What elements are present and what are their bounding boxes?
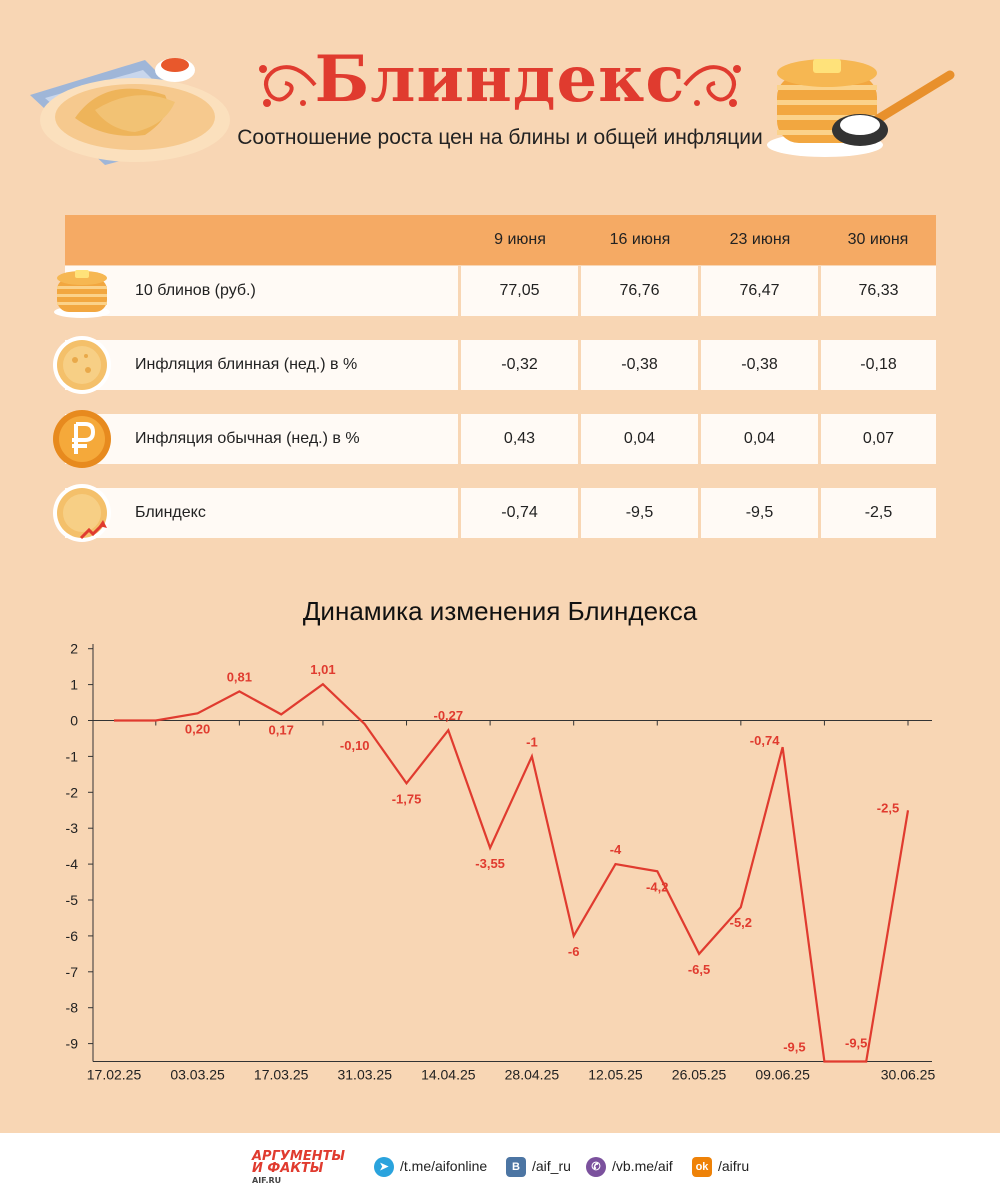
table-cell: 0,43 bbox=[461, 414, 578, 464]
page-subtitle: Соотношение роста цен на блины и общей и… bbox=[237, 126, 763, 149]
table-cell: -0,38 bbox=[701, 340, 818, 390]
aif-logo[interactable]: АРГУМЕНТЫ И ФАКТЫ AIF.RU bbox=[252, 1149, 345, 1185]
table-cell: 0,07 bbox=[821, 414, 936, 464]
ornament-left-icon bbox=[259, 65, 317, 107]
row-label: Блиндекс bbox=[65, 488, 458, 538]
data-label: -9,5 bbox=[845, 1036, 867, 1051]
header: Блиндекс Соотношение роста цен на блины … bbox=[0, 0, 1000, 175]
y-tick-label: -7 bbox=[66, 964, 79, 980]
table-row: 10 блинов (руб.) 77,05 76,76 76,47 76,33 bbox=[54, 266, 936, 318]
data-label: -3,55 bbox=[475, 856, 505, 871]
table-cell: -2,5 bbox=[821, 488, 936, 538]
row-label: Инфляция обычная (нед.) в % bbox=[65, 414, 458, 464]
data-label: -0,74 bbox=[750, 733, 780, 748]
pancakes-plate-icon bbox=[30, 58, 230, 165]
table-cell: -0,38 bbox=[581, 340, 698, 390]
x-tick-label: 03.03.25 bbox=[170, 1067, 225, 1083]
x-tick-label: 12.05.25 bbox=[588, 1067, 643, 1083]
data-label: 0,17 bbox=[269, 722, 294, 737]
table-cell: 0,04 bbox=[701, 414, 818, 464]
table-cell: -0,18 bbox=[821, 340, 936, 390]
x-tick-label: 30.06.25 bbox=[881, 1067, 936, 1083]
table-row: Инфляция блинная (нед.) в % -0,32 -0,38 … bbox=[53, 336, 936, 394]
chart-title: Динамика изменения Блиндекса bbox=[302, 596, 698, 626]
ornament-right-icon bbox=[683, 65, 741, 107]
vk-link[interactable]: B/aif_ru bbox=[506, 1155, 571, 1178]
table-cell: 76,76 bbox=[581, 266, 698, 316]
column-header: 9 июня bbox=[494, 231, 546, 248]
ruble-coin-icon bbox=[53, 410, 111, 468]
data-label: -4,2 bbox=[646, 879, 668, 894]
table-row: Блиндекс -0,74 -9,5 -9,5 -2,5 bbox=[53, 484, 936, 542]
y-tick-label: 0 bbox=[70, 713, 78, 729]
x-tick-label: 14.04.25 bbox=[421, 1067, 476, 1083]
pancake-icon bbox=[53, 336, 111, 394]
y-tick-label: -9 bbox=[66, 1036, 79, 1052]
table-row: Инфляция обычная (нед.) в % 0,43 0,04 0,… bbox=[53, 410, 936, 468]
row-label: 10 блинов (руб.) bbox=[65, 266, 458, 316]
telegram-link[interactable]: ➤/t.me/aifonline bbox=[374, 1155, 487, 1178]
viber-link[interactable]: ✆/vb.me/aif bbox=[586, 1155, 673, 1178]
x-tick-label: 17.03.25 bbox=[254, 1067, 309, 1083]
odnoklassniki-icon: ok bbox=[692, 1157, 712, 1178]
data-label: -6 bbox=[568, 944, 580, 959]
data-label: -1,75 bbox=[392, 791, 422, 806]
x-tick-label: 09.06.25 bbox=[755, 1067, 810, 1083]
y-tick-label: -8 bbox=[66, 1000, 79, 1016]
column-header: 16 июня bbox=[609, 231, 671, 248]
data-label: 0,20 bbox=[185, 721, 210, 736]
table-cell: -9,5 bbox=[701, 488, 818, 538]
footer: АРГУМЕНТЫ И ФАКТЫ AIF.RU ➤/t.me/aifonlin… bbox=[0, 1133, 1000, 1193]
y-tick-label: -5 bbox=[66, 892, 79, 908]
y-tick-label: -4 bbox=[66, 856, 79, 872]
table-cell: 77,05 bbox=[461, 266, 578, 316]
data-label: -4 bbox=[610, 842, 622, 857]
data-label: 1,01 bbox=[310, 662, 335, 677]
x-tick-label: 31.03.25 bbox=[337, 1067, 392, 1083]
data-label: -1 bbox=[526, 734, 538, 749]
y-tick-label: 1 bbox=[70, 677, 78, 693]
y-tick-label: -3 bbox=[66, 820, 79, 836]
x-tick-label: 28.04.25 bbox=[505, 1067, 560, 1083]
table-cell: 76,33 bbox=[821, 266, 936, 316]
data-label: -0,10 bbox=[340, 738, 370, 753]
data-label: 0,81 bbox=[227, 669, 252, 684]
table-cell: 76,47 bbox=[701, 266, 818, 316]
data-label: -9,5 bbox=[783, 1040, 805, 1055]
odnoklassniki-link[interactable]: ok/aifru bbox=[692, 1155, 749, 1178]
column-header: 30 июня bbox=[847, 231, 909, 248]
data-label: -0,27 bbox=[433, 708, 463, 723]
y-tick-label: 2 bbox=[70, 641, 78, 657]
blindex-line-chart: 2 1 0 -1 -2 -3 -4 -5 -6 -7 -8 -9 17.02.25 03.03.25 17… bbox=[66, 641, 936, 1083]
pancake-trend-icon bbox=[53, 484, 111, 542]
data-label: -5,2 bbox=[730, 915, 752, 930]
viber-icon: ✆ bbox=[586, 1157, 606, 1178]
row-label: Инфляция блинная (нед.) в % bbox=[65, 340, 458, 390]
y-tick-label: -2 bbox=[66, 784, 79, 800]
table-cell: -0,74 bbox=[461, 488, 578, 538]
column-header: 23 июня bbox=[729, 231, 791, 248]
pancake-stack-pan-icon bbox=[767, 59, 955, 157]
table-cell: -9,5 bbox=[581, 488, 698, 538]
pancake-stack-icon bbox=[54, 270, 110, 318]
table-cell: 0,04 bbox=[581, 414, 698, 464]
telegram-icon: ➤ bbox=[374, 1157, 394, 1178]
table-cell: -0,32 bbox=[461, 340, 578, 390]
vk-icon: B bbox=[506, 1157, 526, 1178]
y-tick-label: -1 bbox=[66, 748, 79, 764]
y-tick-label: -6 bbox=[66, 928, 79, 944]
table-header-row: 9 июня 16 июня 23 июня 30 июня bbox=[65, 215, 936, 265]
x-tick-label: 17.02.25 bbox=[87, 1067, 142, 1083]
page-title: Блиндекс bbox=[314, 42, 686, 117]
data-label: -6,5 bbox=[688, 962, 710, 977]
data-label: -2,5 bbox=[877, 800, 899, 815]
blindex-series-line bbox=[114, 682, 910, 1063]
x-tick-label: 26.05.25 bbox=[672, 1067, 727, 1083]
